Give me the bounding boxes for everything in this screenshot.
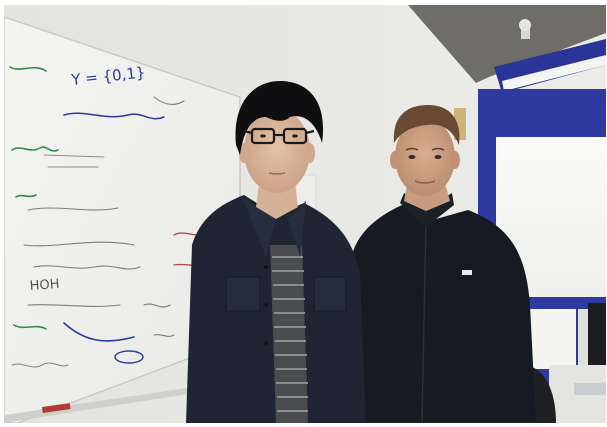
person-left-glasses — [243, 127, 315, 145]
person-right-logo — [462, 270, 472, 275]
person-right — [344, 105, 536, 423]
person-left-pocket-right — [313, 276, 347, 312]
person-right-hair — [393, 105, 460, 145]
monitor — [588, 303, 606, 365]
smoke-detector — [519, 19, 531, 39]
person-left — [186, 81, 366, 423]
whiteboard-scribbles — [9, 66, 209, 368]
person-left-shirt — [270, 245, 308, 423]
marker-red — [41, 403, 71, 413]
desk — [549, 365, 606, 423]
person-left-hair — [235, 81, 324, 155]
ceiling-light — [494, 39, 606, 93]
person-right-sweater — [344, 205, 536, 423]
person-left-pocket-left — [225, 276, 261, 312]
person-right-face — [395, 118, 455, 196]
whiteboard-text-hoh: HOH — [29, 277, 60, 294]
whiteboard — [4, 16, 241, 423]
person-left-face — [244, 109, 310, 193]
person-right-zipper — [421, 218, 427, 423]
photo: Y = {0,1} HOH — [4, 5, 606, 423]
ceiling — [408, 5, 606, 83]
